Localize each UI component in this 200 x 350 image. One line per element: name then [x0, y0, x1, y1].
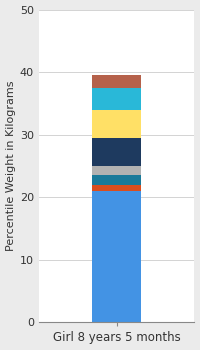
Bar — [92, 75, 141, 88]
Bar — [92, 166, 141, 175]
Bar — [92, 191, 141, 322]
Bar — [92, 138, 141, 166]
Y-axis label: Percentile Weight in Kilograms: Percentile Weight in Kilograms — [6, 81, 16, 251]
Bar — [92, 88, 141, 110]
Bar — [92, 185, 141, 191]
Bar — [92, 175, 141, 185]
Bar — [92, 110, 141, 138]
